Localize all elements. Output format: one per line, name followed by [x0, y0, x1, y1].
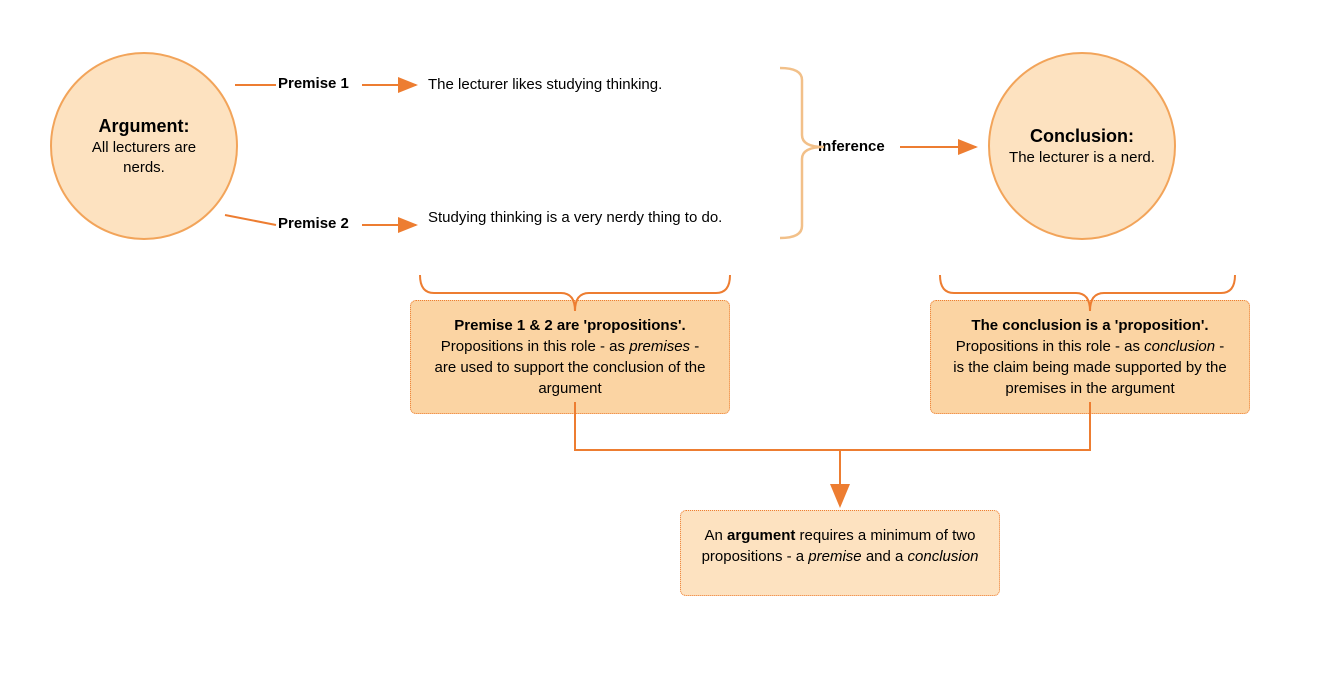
bb-mid2: and a [862, 548, 908, 565]
argument-text: All lecturers are nerds. [70, 138, 218, 179]
bb-pre: An [705, 527, 728, 544]
argument-summary-box: An argument requires a minimum of two pr… [680, 510, 1000, 596]
conclusion-proposition-box: The conclusion is a 'proposition'. Propo… [930, 300, 1250, 414]
box-concl-italic: conclusion [1144, 338, 1215, 355]
bb-it2: conclusion [908, 548, 979, 565]
box-concl-t1: Propositions in this role - as [956, 338, 1144, 355]
premise-1-text: The lecturer likes studying thinking. [428, 75, 758, 95]
bb-it1: premise [808, 548, 861, 565]
conclusion-circle: Conclusion: The lecturer is a nerd. [988, 52, 1176, 240]
premise-2-text: Studying thinking is a very nerdy thing … [428, 208, 748, 228]
conclusion-title: Conclusion: [1030, 124, 1134, 148]
conclusion-text: The lecturer is a nerd. [1009, 148, 1155, 168]
argument-title: Argument: [99, 114, 190, 138]
box-prem-title: Premise 1 & 2 are 'propositions'. [454, 317, 685, 334]
box-concl-title: The conclusion is a 'proposition'. [971, 317, 1208, 334]
argument-circle: Argument: All lecturers are nerds. [50, 52, 238, 240]
premises-proposition-box: Premise 1 & 2 are 'propositions'. Propos… [410, 300, 730, 414]
bb-bold: argument [727, 527, 795, 544]
inference-label: Inference [818, 138, 885, 155]
premise-1-label: Premise 1 [278, 75, 349, 92]
box-prem-italic: premises [629, 338, 690, 355]
box-prem-t1: Propositions in this role - as [441, 338, 629, 355]
premise-2-label: Premise 2 [278, 215, 349, 232]
